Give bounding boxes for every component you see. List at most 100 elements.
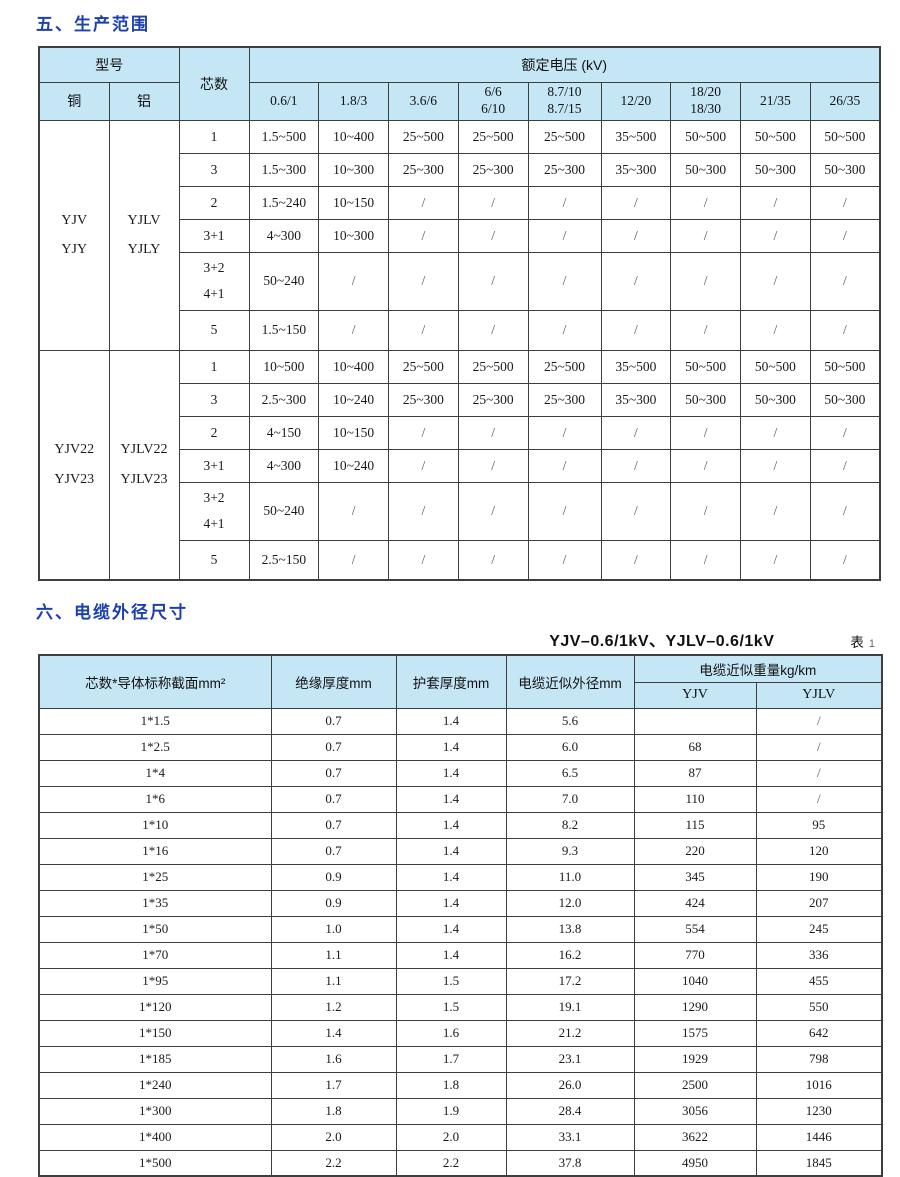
weight-yjv-cell: 1290 [633,993,757,1021]
diameter-cell: 16.2 [505,941,635,969]
range-cell: 2.5~300 [248,382,320,417]
section-cell: 1*50 [38,915,272,943]
diameter-cell: 19.1 [505,993,635,1021]
range-cell: 25~500 [527,119,602,154]
diameter-cell: 28.4 [505,1097,635,1125]
weight-yjv-cell: 554 [633,915,757,943]
aluminum-model-cell: YJLV YJLY [108,119,180,351]
weight-yjlv-cell: 642 [755,1019,883,1047]
range-cell: / [809,481,881,541]
range-cell: 25~500 [457,119,529,154]
voltage-col-header: 12/20 [600,81,672,121]
range-cell: / [670,251,741,311]
range-cell: 25~300 [457,152,529,187]
range-cell: / [457,448,529,483]
voltage-col-header: 6/6 6/10 [457,81,529,121]
weight-yjv-cell: 345 [633,863,757,891]
insulation-cell: 1.7 [270,1071,397,1099]
range-cell: 50~300 [670,152,741,187]
range-cell: 25~500 [388,349,459,384]
range-cell: 50~240 [248,251,320,311]
weight-yjlv-cell: / [755,707,883,735]
insulation-col-header: 绝缘厚度mm [270,654,397,709]
range-cell: 25~300 [388,152,459,187]
weight-yjv-cell: 770 [633,941,757,969]
insulation-cell: 2.0 [270,1123,397,1151]
production-table-row: 3 1.5~300 10~300 25~300 25~300 25~300 35~300 50… [39,152,881,187]
range-cell: / [809,185,881,220]
range-cell: / [527,448,602,483]
dimensions-table-row: 1*70 1.1 1.4 16.2 770 336 [38,941,883,969]
range-cell: 10~300 [318,218,389,253]
weight-yjlv-cell: 207 [755,889,883,917]
section-cell: 1*10 [38,811,272,839]
weight-yjlv-cell: 190 [755,863,883,891]
range-cell: 4~300 [248,218,320,253]
range-cell: / [457,309,529,351]
range-cell: 1.5~500 [248,119,320,154]
range-cell: 50~500 [740,119,811,154]
section-cell: 1*4 [38,759,272,787]
range-cell: 25~500 [388,119,459,154]
range-cell: / [388,218,459,253]
range-cell: / [527,251,602,311]
table2-subtitle: YJV–0.6/1kV、YJLV–0.6/1kV [549,633,775,650]
sheath-cell: 1.7 [395,1045,507,1073]
range-cell: / [809,218,881,253]
sheath-cell: 1.4 [395,915,507,943]
range-cell: 4~150 [248,415,320,450]
weight-yjlv-cell: 1845 [755,1149,883,1177]
production-range-table: 型号 芯数 额定电压 (kV) 铜 铝 0.6/1 1.8/3 3.6/6 6/… [38,46,881,581]
weight-yjv-cell: 424 [633,889,757,917]
range-cell: / [527,539,602,581]
insulation-cell: 0.9 [270,889,397,917]
range-cell: 35~300 [600,382,672,417]
aluminum-model-cell: YJLV22 YJLV23 [108,349,180,581]
dimensions-table-row: 1*2.5 0.7 1.4 6.0 68/ [38,733,883,761]
weight-yjv-cell [633,707,757,735]
insulation-cell: 0.7 [270,759,397,787]
weight-yjv-cell: 115 [633,811,757,839]
dimensions-table-row: 1*10 0.7 1.4 8.2 115 95 [38,811,883,839]
diameter-cell: 7.0 [505,785,635,813]
weight-yjv-cell: 110 [633,785,757,813]
cable-dimensions-table-header: 芯数*导体标称截面mm² 绝缘厚度mm 护套厚度mm 电缆近似外径mm 电缆近似… [38,654,883,709]
range-cell: 35~500 [600,349,672,384]
range-cell: 1.5~150 [248,309,320,351]
dimensions-table-row: 1*150 1.4 1.6 21.2 1575 642 [38,1019,883,1047]
production-table-row: 3 2.5~300 10~240 25~300 25~300 25~300 35~300 50… [39,382,881,417]
range-cell: / [670,415,741,450]
weight-yjlv-cell: 120 [755,837,883,865]
range-cell: 50~300 [740,152,811,187]
insulation-cell: 1.1 [270,941,397,969]
dimensions-table-row: 1*500 2.2 2.2 37.8 4950 1845 [38,1149,883,1177]
voltage-col-header: 8.7/10 8.7/15 [527,81,602,121]
sheath-cell: 1.4 [395,759,507,787]
insulation-cell: 1.0 [270,915,397,943]
range-cell: / [809,415,881,450]
cable-dimensions-table: 芯数*导体标称截面mm² 绝缘厚度mm 护套厚度mm 电缆近似外径mm 电缆近似… [38,654,884,1177]
range-cell: 50~500 [740,349,811,384]
range-cell: / [670,185,741,220]
range-cell: / [670,218,741,253]
voltage-col-header: 1.8/3 [318,81,389,121]
section-cell: 1*6 [38,785,272,813]
range-cell: / [318,251,389,311]
cores-cell: 2 [178,415,250,450]
range-cell: 2.5~150 [248,539,320,581]
weight-yjlv-cell: 455 [755,967,883,995]
cores-cell: 3 [178,382,250,417]
sheath-cell: 1.4 [395,785,507,813]
production-table-row: YJV YJY YJLV YJLY 1 1.5~500 10~400 25~500 25~5… [38,119,881,351]
voltage-col-header: 0.6/1 [248,81,320,121]
range-cell: / [670,481,741,541]
sheath-cell: 2.0 [395,1123,507,1151]
sheath-cell: 2.2 [395,1149,507,1177]
range-cell: / [740,448,811,483]
section-cell: 1*35 [38,889,272,917]
sheath-cell: 1.4 [395,889,507,917]
diameter-cell: 23.1 [505,1045,635,1073]
weight-yjlv-cell: / [755,733,883,761]
dimensions-table-row: 1*16 0.7 1.4 9.3 220 120 [38,837,883,865]
